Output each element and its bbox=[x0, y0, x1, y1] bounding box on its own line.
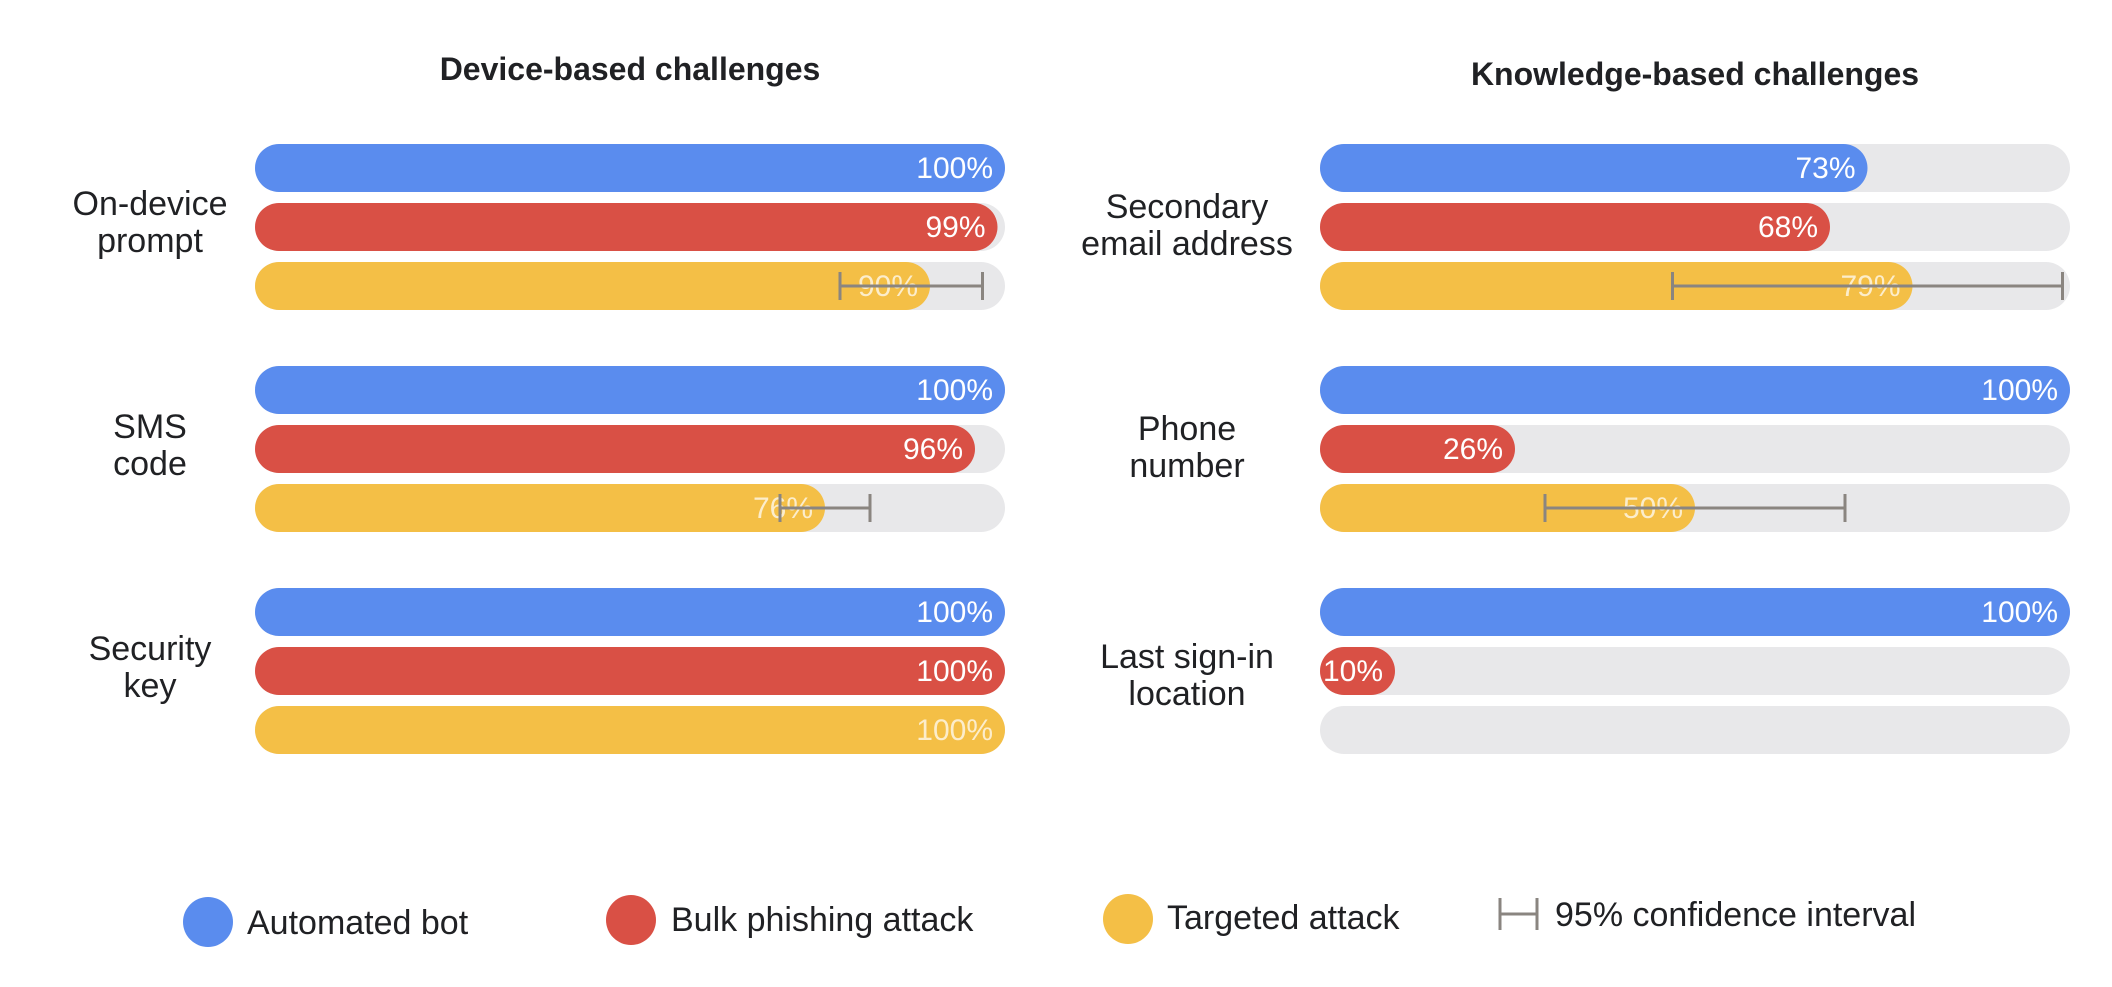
bar-value-label-panel0-cat1-automated-bot: 100% bbox=[916, 374, 993, 407]
bar-panel1-cat0-targeted-attack bbox=[1320, 262, 1913, 310]
bar-value-label-panel1-cat2-bulk-phishing: 10% bbox=[1323, 655, 1383, 688]
bar-panel0-cat0-bulk-phishing bbox=[255, 203, 998, 251]
group-label-on-device-prompt: On-device bbox=[73, 185, 228, 223]
right-panel-title: Knowledge-based challenges bbox=[1471, 56, 1919, 92]
bar-panel1-cat1-targeted-attack bbox=[1320, 484, 1695, 532]
bar-panel0-cat0-targeted-attack bbox=[255, 262, 930, 310]
confidence-interval-panel0-cat0-targeted-attack bbox=[838, 272, 984, 300]
bar-panel1-cat0-automated-bot bbox=[1320, 144, 1868, 192]
bar-panel0-cat1-automated-bot bbox=[255, 366, 1005, 414]
bar-panel1-cat2-bulk-phishing bbox=[1320, 647, 1395, 695]
group-label-phone-number: Phone bbox=[1138, 410, 1236, 448]
left-panel: Device-based challenges On-device prompt… bbox=[73, 51, 1005, 754]
bar-value-label-panel0-cat0-bulk-phishing: 99% bbox=[925, 211, 985, 244]
legend-swatch-automated-bot bbox=[183, 897, 233, 947]
bar-value-label-panel1-cat0-automated-bot: 73% bbox=[1795, 152, 1855, 185]
group-label-on-device-prompt-line2: prompt bbox=[97, 222, 203, 260]
bar-value-label-panel0-cat2-targeted-attack: 100% bbox=[916, 714, 993, 747]
bar-track-panel1-cat2-targeted-attack bbox=[1320, 706, 2070, 754]
right-bars: 73%68%79%100%26%50%100%10% bbox=[1320, 144, 2070, 754]
bar-value-label-panel1-cat0-bulk-phishing: 68% bbox=[1758, 211, 1818, 244]
group-label-last-sign-in-line2: location bbox=[1128, 675, 1245, 713]
bar-value-label-panel1-cat2-automated-bot: 100% bbox=[1981, 596, 2058, 629]
legend-swatch-targeted-attack bbox=[1103, 894, 1153, 944]
bar-value-label-panel0-cat2-bulk-phishing: 100% bbox=[916, 655, 993, 688]
bar-panel0-cat1-targeted-attack bbox=[255, 484, 825, 532]
bar-value-label-panel0-cat0-automated-bot: 100% bbox=[916, 152, 993, 185]
group-label-security-key: Security bbox=[89, 630, 212, 668]
bar-value-label-panel0-cat1-bulk-phishing: 96% bbox=[903, 433, 963, 466]
bar-value-label-panel1-cat1-bulk-phishing: 26% bbox=[1443, 433, 1503, 466]
legend-label-targeted-attack: Targeted attack bbox=[1167, 899, 1400, 937]
legend-swatch-bulk-phishing bbox=[606, 895, 656, 945]
group-label-sms-code: SMS bbox=[113, 408, 187, 446]
bar-panel0-cat2-bulk-phishing bbox=[255, 647, 1005, 695]
legend-label-confidence-interval: 95% confidence interval bbox=[1555, 896, 1916, 934]
bar-panel1-cat2-automated-bot bbox=[1320, 588, 2070, 636]
bar-panel0-cat2-automated-bot bbox=[255, 588, 1005, 636]
legend-label-automated-bot: Automated bot bbox=[247, 904, 469, 942]
left-group-labels: On-device prompt SMS code Security key bbox=[73, 185, 228, 705]
confidence-interval-panel1-cat1-targeted-attack bbox=[1543, 494, 1847, 522]
group-label-secondary-email-line2: email address bbox=[1081, 225, 1293, 263]
bar-panel0-cat1-bulk-phishing bbox=[255, 425, 975, 473]
bar-panel0-cat2-targeted-attack bbox=[255, 706, 1005, 754]
bar-panel1-cat1-bulk-phishing bbox=[1320, 425, 1515, 473]
bar-panel0-cat0-automated-bot bbox=[255, 144, 1005, 192]
right-group-labels: Secondary email address Phone number Las… bbox=[1081, 188, 1293, 713]
confidence-interval-panel1-cat0-targeted-attack bbox=[1671, 272, 2064, 300]
right-panel: Knowledge-based challenges Secondary ema… bbox=[1081, 56, 2070, 754]
group-label-secondary-email: Secondary bbox=[1106, 188, 1269, 226]
bar-value-label-panel0-cat2-automated-bot: 100% bbox=[916, 596, 993, 629]
legend: Automated bot Bulk phishing attack Targe… bbox=[183, 894, 1916, 947]
bar-panel1-cat1-automated-bot bbox=[1320, 366, 2070, 414]
bar-value-label-panel1-cat1-automated-bot: 100% bbox=[1981, 374, 2058, 407]
left-bars: 100%99%90%100%96%76%100%100%100% bbox=[255, 144, 1005, 754]
group-label-phone-number-line2: number bbox=[1129, 447, 1244, 485]
legend-confidence-interval-icon bbox=[1498, 898, 1539, 930]
group-label-sms-code-line2: code bbox=[113, 445, 187, 483]
bar-panel1-cat0-bulk-phishing bbox=[1320, 203, 1830, 251]
bar-track-panel1-cat2-bulk-phishing bbox=[1320, 647, 2070, 695]
confidence-interval-panel0-cat1-targeted-attack bbox=[778, 494, 872, 522]
group-label-security-key-line2: key bbox=[124, 667, 177, 705]
group-label-last-sign-in: Last sign-in bbox=[1100, 638, 1274, 676]
legend-label-bulk-phishing: Bulk phishing attack bbox=[671, 901, 974, 939]
left-panel-title: Device-based challenges bbox=[440, 51, 821, 87]
